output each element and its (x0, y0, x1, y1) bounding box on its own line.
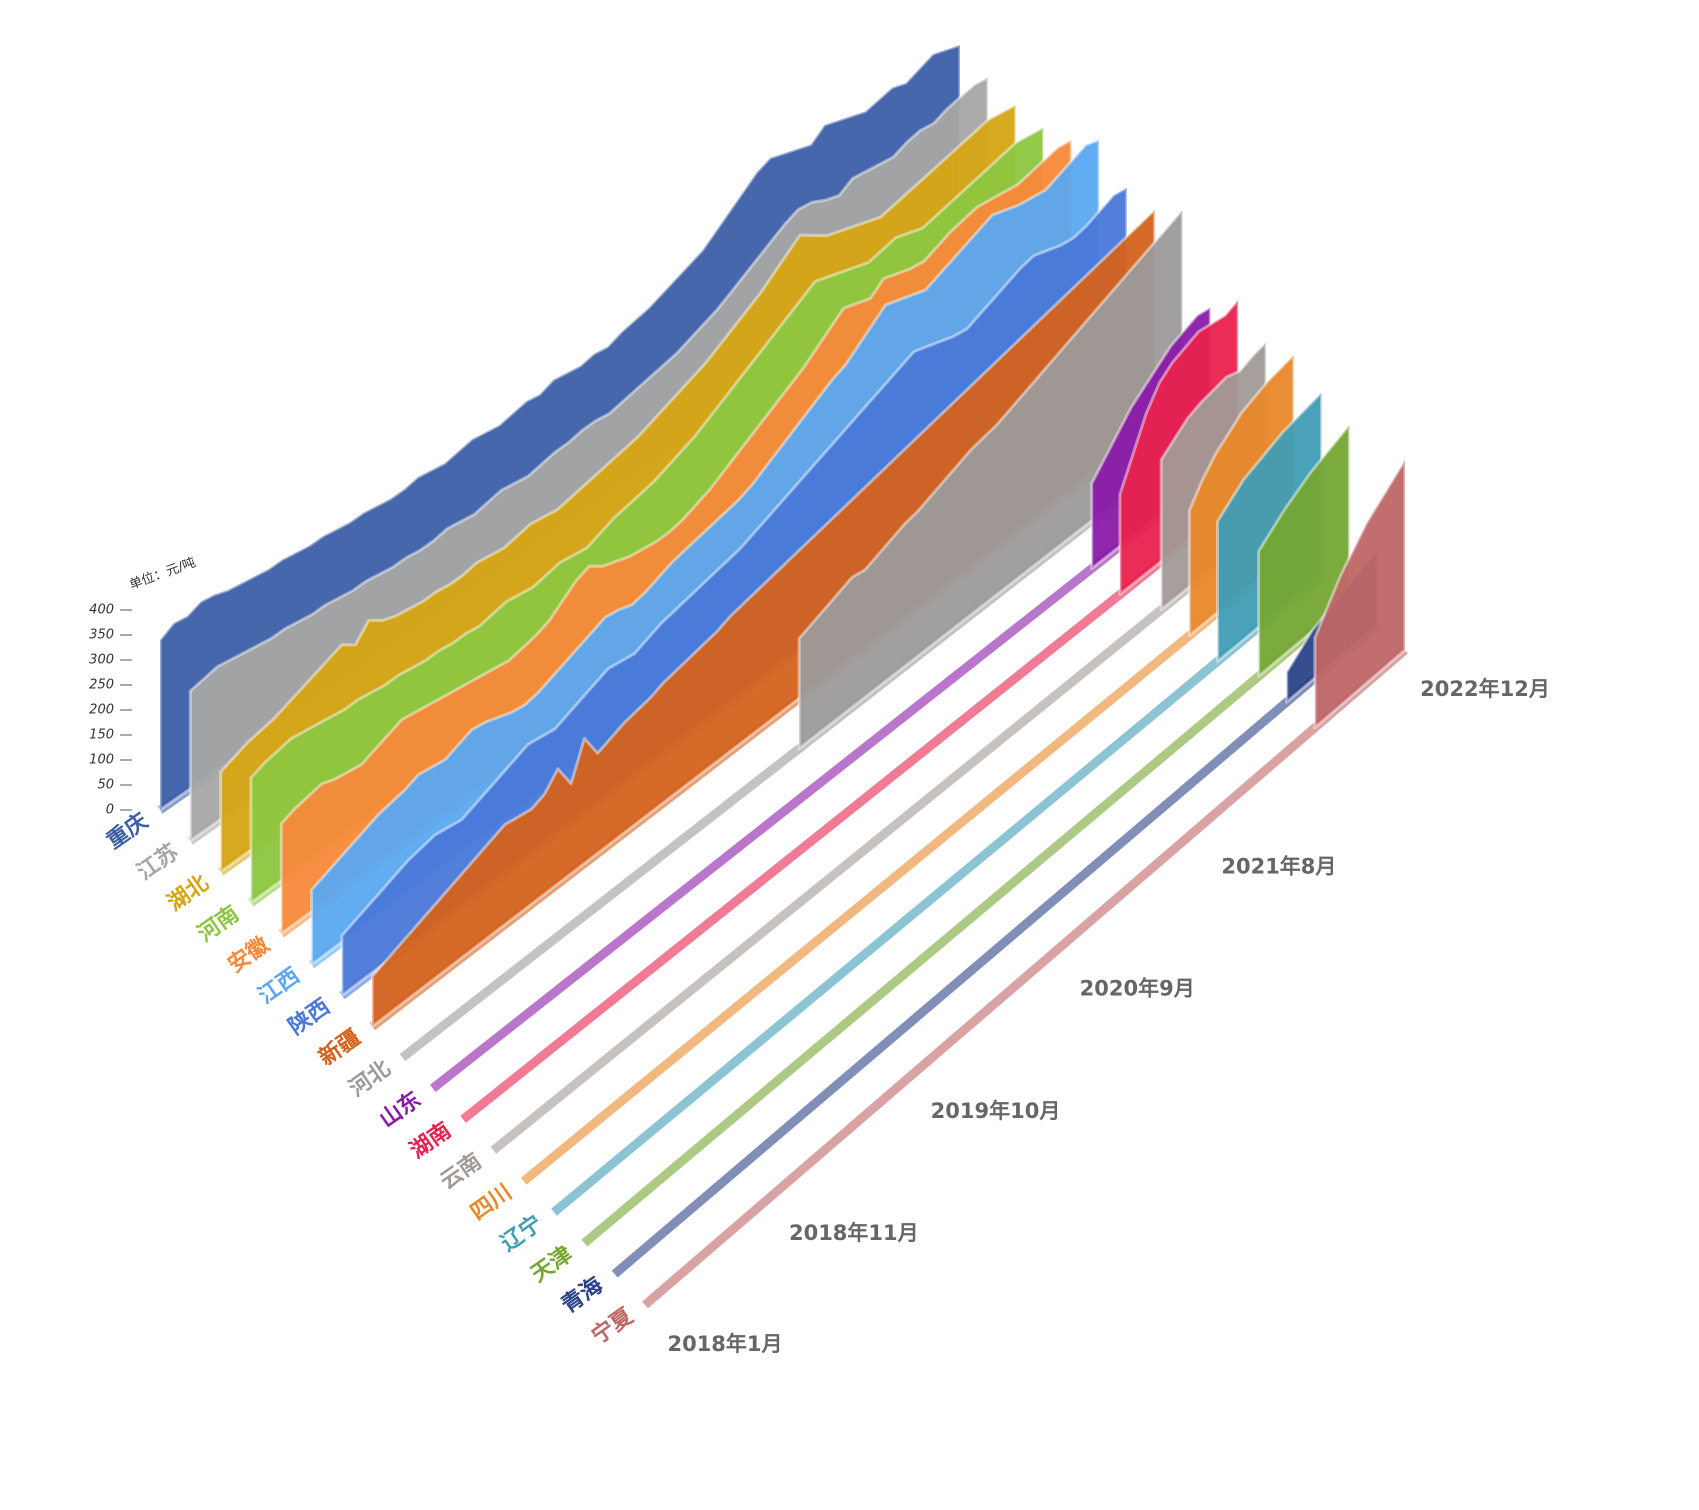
series-label: 江西 (254, 963, 304, 1009)
y-tick-label: 200 (89, 703, 114, 718)
series-label: 陕西 (284, 994, 334, 1040)
row-baseline (551, 571, 1325, 1216)
y-tick-label: 0 (106, 803, 114, 818)
area (797, 208, 1184, 751)
row-baseline (460, 496, 1241, 1123)
row-baseline (642, 646, 1408, 1309)
y-axis-label: 单位：元/吨 (127, 555, 197, 593)
x-tick-label: 2018年11月 (789, 1221, 919, 1245)
series-label: 新疆 (314, 1024, 365, 1071)
series-label: 江苏 (132, 839, 183, 886)
area (340, 186, 1129, 998)
x-tick-label: 2021年8月 (1221, 855, 1336, 879)
row-baseline (520, 546, 1297, 1185)
series-label: 湖南 (406, 1118, 456, 1164)
y-tick-label: 50 (97, 778, 114, 793)
series-label: 辽宁 (496, 1210, 547, 1257)
y-tick-label: 250 (89, 678, 114, 693)
series-label: 宁夏 (587, 1302, 639, 1349)
x-tick-label: 2019年10月 (931, 1099, 1061, 1123)
series-label: 天津 (526, 1241, 577, 1288)
x-tick-label: 2022年12月 (1420, 677, 1550, 701)
row-baseline (581, 596, 1353, 1247)
series-label: 湖北 (163, 871, 213, 917)
row-baseline (430, 471, 1214, 1092)
row-baseline (611, 621, 1381, 1278)
series-label: 河北 (345, 1056, 395, 1102)
y-tick-label: 150 (89, 728, 114, 743)
y-tick-label: 300 (89, 653, 114, 668)
y-tick-label: 350 (89, 628, 114, 643)
area (1313, 458, 1407, 730)
series-label: 河南 (193, 902, 243, 948)
area (310, 138, 1101, 967)
y-tick-label: 100 (89, 753, 114, 768)
series-label: 安徽 (223, 931, 275, 978)
area (370, 208, 1157, 1029)
y-tick-label: 400 (89, 603, 114, 618)
series-label: 云南 (436, 1149, 486, 1195)
series-label: 四川 (466, 1180, 516, 1226)
x-tick-label: 2020年9月 (1080, 977, 1195, 1001)
series-label: 山东 (375, 1086, 426, 1133)
series-label: 青海 (557, 1272, 608, 1319)
x-tick-label: 2018年1月 (667, 1332, 782, 1356)
row-baseline (490, 521, 1269, 1154)
